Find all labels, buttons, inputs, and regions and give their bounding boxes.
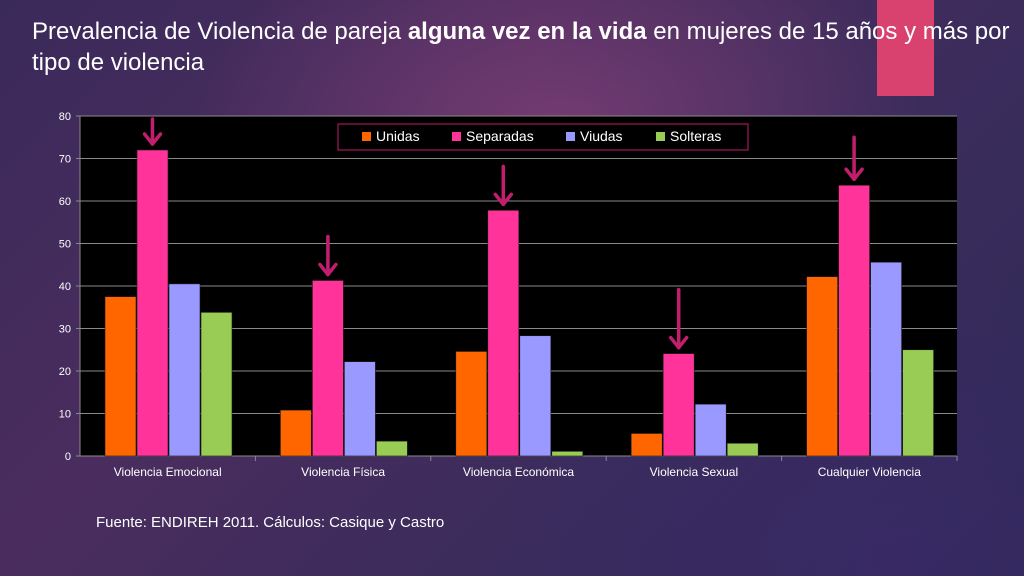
bar [662,353,695,457]
bar [280,409,312,457]
legend-label: Solteras [670,128,721,144]
title-part-2: en mujeres de 15 años y más por tipo de … [32,18,1010,76]
bar [630,433,663,457]
y-tick-label: 0 [65,451,71,463]
bar [902,349,934,457]
x-tick-label: Violencia Física [301,465,385,479]
y-tick-label: 70 [59,154,71,166]
bar [136,149,169,457]
arrow-head [668,335,689,350]
legend-swatch [566,132,575,141]
bar [312,280,344,457]
legend-swatch [452,132,461,141]
title-emphasis: alguna vez en la vida [407,18,647,45]
bar [344,361,376,457]
bar [806,276,838,457]
bar [455,351,488,457]
arrow-head [844,167,864,182]
y-tick-label: 60 [59,196,71,208]
bar [168,283,201,457]
source-note: Fuente: ENDIREH 2011. Cálculos: Casique … [96,514,445,531]
annotation-arrow [668,287,689,350]
accent-bar [877,0,934,96]
bar [376,440,408,457]
y-tick-label: 30 [59,324,71,336]
title-part-1: Prevalencia de Violencia de pareja [32,18,408,45]
legend-label: Viudas [580,128,623,144]
y-tick-label: 40 [59,281,71,293]
arrow-head [493,192,514,207]
bar [200,312,233,457]
annotation-arrow [318,234,338,277]
x-tick-label: Violencia Sexual [650,465,739,479]
bar [870,261,902,457]
annotation-arrow [844,135,864,182]
x-tick-label: Violencia Económica [463,465,575,479]
bar [726,442,759,457]
legend-swatch [362,132,371,141]
bar [838,184,870,457]
legend-label: Separadas [466,128,534,144]
bar [104,296,137,457]
bar [551,451,584,457]
legend-box [337,123,749,151]
bar [487,210,520,457]
x-tick-label: Violencia Emocional [114,465,222,479]
y-tick-label: 80 [59,111,71,123]
arrow-head [142,132,163,146]
bar [519,335,552,457]
slide-title: Prevalencia de Violencia de pareja algun… [32,16,1012,78]
y-tick-label: 20 [59,366,71,378]
legend-label: Unidas [376,128,420,144]
x-tick-label: Cualquier Violencia [818,465,922,479]
y-tick-label: 10 [59,409,71,421]
y-tick-label: 50 [59,239,71,251]
annotation-arrow [493,164,514,207]
bar [694,403,727,457]
arrow-head [318,262,338,277]
legend-swatch [656,132,665,141]
annotation-arrow [142,117,163,146]
